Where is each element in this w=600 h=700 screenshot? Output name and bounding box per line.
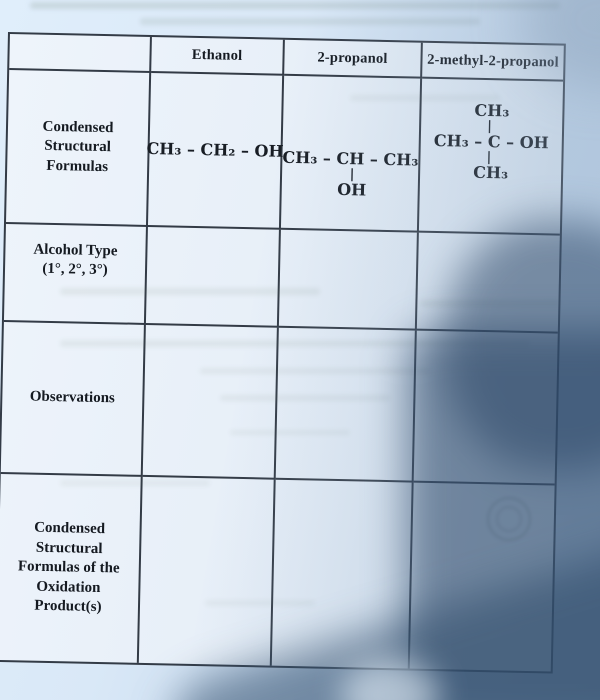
row-label-condensed-formulas: Condensed Structural Formulas [5, 70, 152, 227]
empty-cell-oxidation-ethanol [138, 476, 276, 666]
empty-cell-oxidation-2-propanol [271, 479, 414, 669]
2-methyl-2-propanol-structural-formula: CH₃ | CH₃ – C – OH | CH₃ [433, 100, 549, 183]
column-header-2-propanol: 2-propanol [284, 39, 423, 79]
column-header-2-methyl-2-propanol: 2-methyl-2-propanol [422, 42, 564, 82]
bleed-through-smudge [30, 2, 560, 9]
empty-cell-alcohol-type-ethanol [145, 226, 281, 328]
empty-cell-oxidation-2-methyl-2-propanol [410, 483, 555, 672]
empty-cell-observations-2-methyl-2-propanol [413, 330, 558, 486]
empty-cell-observations-ethanol [142, 324, 279, 480]
empty-cell-observations-2-propanol [275, 327, 417, 483]
empty-cell-alcohol-type-2-propanol [278, 229, 419, 331]
formula-cell-ethanol: CH₃ – CH₂ – OH [146, 73, 285, 230]
column-header-ethanol: Ethanol [151, 37, 285, 76]
bleed-through-smudge [140, 18, 480, 25]
row-label-observations: Observations [0, 321, 146, 477]
empty-cell-alcohol-type-2-methyl-2-propanol [416, 232, 560, 334]
formula-cell-2-propanol: CH₃ – CH – CH₃ | OH [280, 75, 423, 233]
ethanol-structural-formula: CH₃ – CH₂ – OH [146, 138, 284, 161]
row-label-oxidation-products: Condensed Structural Formulas of the Oxi… [0, 473, 143, 663]
header-cell-blank [9, 34, 152, 74]
2-propanol-structural-formula: CH₃ – CH – CH₃ | OH [282, 147, 419, 200]
row-label-alcohol-type: Alcohol Type (1°, 2°, 3°) [3, 223, 148, 325]
formula-cell-2-methyl-2-propanol: CH₃ | CH₃ – C – OH | CH₃ [418, 78, 564, 236]
worksheet-table: Ethanol 2-propanol 2-methyl-2-propanol C… [0, 32, 566, 674]
